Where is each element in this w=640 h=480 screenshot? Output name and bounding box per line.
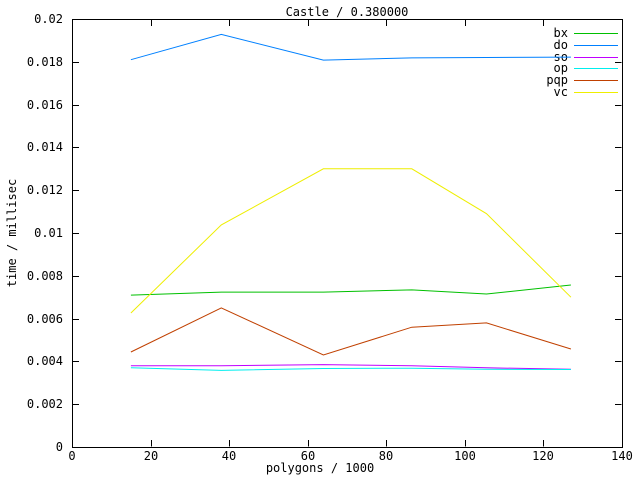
x-tick-label: 0 <box>68 449 75 463</box>
plot-border <box>72 19 623 448</box>
x-tick-label: 60 <box>301 449 315 463</box>
y-tick-label: 0.012 <box>27 183 63 197</box>
x-tick-label: 100 <box>454 449 476 463</box>
x-tick-label: 20 <box>144 449 158 463</box>
series-line-vc <box>130 168 572 314</box>
legend-entry-bx: bx <box>554 26 618 40</box>
legend-label-do: do <box>554 38 568 52</box>
legend-label-bx: bx <box>554 26 568 40</box>
y-tick-label: 0.002 <box>27 397 63 411</box>
legend-label-op: op <box>554 61 568 75</box>
x-axis-ticks: 0 20 40 60 80 100 120 140 <box>68 19 633 463</box>
y-tick-label: 0.014 <box>27 140 63 154</box>
series-line-bx <box>130 284 571 296</box>
y-tick-label: 0.016 <box>27 98 63 112</box>
series-line-do <box>130 33 571 61</box>
x-tick-label: 140 <box>611 449 633 463</box>
series-line-so <box>130 364 571 370</box>
legend-label-vc: vc <box>554 85 568 99</box>
x-tick-label: 80 <box>379 449 393 463</box>
y-axis-ticks: 0 0.002 0.004 0.006 0.008 0.01 0.012 0.014 0.016… <box>27 12 622 454</box>
y-tick-label: 0.02 <box>34 12 63 26</box>
y-tick-label: 0.006 <box>27 312 63 326</box>
legend-entry-pqp: pqp <box>546 73 618 87</box>
legend-entry-do: do <box>554 38 618 52</box>
legend-entry-vc: vc <box>554 85 618 99</box>
y-tick-label: 0 <box>56 440 63 454</box>
y-tick-label: 0.01 <box>34 226 63 240</box>
legend-entry-op: op <box>554 61 618 75</box>
y-tick-label: 0.018 <box>27 55 63 69</box>
x-axis-label: polygons / 1000 <box>265 461 375 475</box>
chart-title: Castle / 0.380000 <box>285 5 409 19</box>
series-line-pqp <box>130 307 572 356</box>
x-tick-label: 40 <box>222 449 236 463</box>
x-tick-label: 120 <box>532 449 554 463</box>
legend-label-pqp: pqp <box>546 73 568 87</box>
y-tick-label: 0.004 <box>27 354 63 368</box>
series-line-op <box>130 367 571 371</box>
y-tick-label: 0.008 <box>27 269 63 283</box>
